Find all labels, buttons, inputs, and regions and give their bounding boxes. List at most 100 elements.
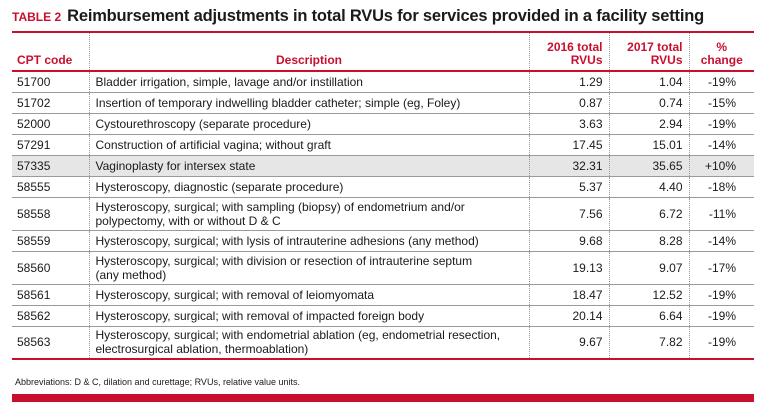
total-2017-cell: 6.64 — [608, 305, 689, 326]
cpt-code-cell: 58559 — [17, 233, 51, 248]
table-row: 58562 Hysteroscopy, surgical; with remova… — [12, 305, 754, 326]
description-line: Insertion of temporary indwelling bladde… — [95, 95, 461, 110]
total-2017-cell: 7.82 — [608, 326, 689, 359]
percent-change-cell: -19% — [688, 284, 754, 305]
table-body: 51700 Bladder irrigation, simple, lavage … — [12, 71, 754, 359]
header-description: Description — [88, 32, 529, 71]
total-2017-cell: 15.01 — [608, 134, 689, 155]
description-cell: Hysteroscopy, surgical; with lysis of in… — [88, 230, 529, 251]
bottom-accent-bar — [12, 394, 754, 402]
cpt-code-cell: 58555 — [17, 179, 51, 194]
total-2016-cell: 17.45 — [528, 134, 609, 155]
cpt-code-cell: 51702 — [17, 95, 51, 110]
percent-change-cell: -19% — [688, 305, 754, 326]
header-pct-line-1: % — [716, 40, 728, 54]
cpt-code-cell: 57335 — [17, 158, 51, 173]
table-title: Reimbursement adjustments in total RVUs … — [67, 7, 704, 25]
rvu-table: CPT code Description 2016 total RVUs 201… — [12, 31, 754, 360]
header-2016-line-2: RVUs — [570, 53, 603, 67]
total-2017-cell: 12.52 — [608, 284, 689, 305]
description-line: Hysteroscopy, surgical; with division or… — [95, 253, 473, 268]
header-2017-line-1: 2017 total — [627, 40, 683, 54]
description-line: Vaginoplasty for intersex state — [95, 158, 256, 173]
total-2016-cell: 9.68 — [528, 230, 609, 251]
table-row: 51700 Bladder irrigation, simple, lavage … — [12, 71, 754, 92]
description-line: Hysteroscopy, surgical; with endometrial… — [95, 328, 501, 343]
table-title-row: TABLE 2 Reimbursement adjustments in tot… — [12, 7, 704, 31]
description-cell: Hysteroscopy, surgical; with removal of … — [88, 284, 529, 305]
percent-change-cell: -11% — [688, 197, 754, 230]
table-row: 51702 Insertion of temporary indwelling b… — [12, 92, 754, 113]
total-2017-cell: 1.04 — [608, 71, 689, 92]
percent-change-cell: -14% — [688, 230, 754, 251]
table-row: 57291 Construction of artificial vagina; … — [12, 134, 754, 155]
table-row: 58560 Hysteroscopy, surgical; with divisi… — [12, 251, 754, 284]
header-2016-line-1: 2016 total — [547, 40, 603, 54]
total-2017-cell: 6.72 — [608, 197, 689, 230]
percent-change-cell: -17% — [688, 251, 754, 284]
header-2017-line-2: RVUs — [650, 53, 683, 67]
cpt-code-cell: 58563 — [17, 335, 51, 350]
cpt-code-cell: 58562 — [17, 308, 51, 323]
header-cpt-code: CPT code — [17, 53, 73, 67]
table-row: 58561 Hysteroscopy, surgical; with remova… — [12, 284, 754, 305]
table-row: 58558 Hysteroscopy, surgical; with sampli… — [12, 197, 754, 230]
description-cell: Hysteroscopy, surgical; with removal of … — [88, 305, 529, 326]
description-line: Hysteroscopy, surgical; with sampling (b… — [95, 199, 465, 214]
total-2016-cell: 9.67 — [528, 326, 609, 359]
table-row: 58555 Hysteroscopy, diagnostic (separate … — [12, 176, 754, 197]
percent-change-cell: -15% — [688, 92, 754, 113]
description-cell: Vaginoplasty for intersex state — [88, 155, 529, 176]
total-2017-cell: 4.40 — [608, 176, 689, 197]
table-label: TABLE 2 — [12, 10, 62, 24]
cpt-code-cell: 58561 — [17, 287, 51, 302]
percent-change-cell: -18% — [688, 176, 754, 197]
table-row: 58563 Hysteroscopy, surgical; with endome… — [12, 326, 754, 359]
percent-change-cell: +10% — [688, 155, 754, 176]
description-cell: Insertion of temporary indwelling bladde… — [88, 92, 529, 113]
description-cell: Hysteroscopy, surgical; with division or… — [88, 251, 529, 284]
total-2016-cell: 0.87 — [528, 92, 609, 113]
table-row: 58559 Hysteroscopy, surgical; with lysis … — [12, 230, 754, 251]
description-line: Hysteroscopy, surgical; with lysis of in… — [95, 233, 479, 248]
total-2016-cell: 7.56 — [528, 197, 609, 230]
percent-change-cell: -19% — [688, 113, 754, 134]
cpt-code-cell: 52000 — [17, 116, 51, 131]
total-2016-cell: 20.14 — [528, 305, 609, 326]
total-2017-cell: 0.74 — [608, 92, 689, 113]
total-2017-cell: 35.65 — [608, 155, 689, 176]
description-line: Construction of artificial vagina; witho… — [95, 137, 331, 152]
description-line: Hysteroscopy, surgical; with removal of … — [95, 308, 425, 323]
description-cell: Cystourethroscopy (separate procedure) — [88, 113, 529, 134]
description-cell: Hysteroscopy, surgical; with sampling (b… — [88, 197, 529, 230]
description-cell: Construction of artificial vagina; witho… — [88, 134, 529, 155]
description-line: Hysteroscopy, surgical; with removal of … — [95, 287, 375, 302]
total-2016-cell: 19.13 — [528, 251, 609, 284]
description-line: polypectomy, with or without D & C — [95, 213, 281, 228]
percent-change-cell: -19% — [688, 326, 754, 359]
header-2016-total: 2016 total RVUs — [528, 32, 609, 71]
total-2017-cell: 2.94 — [608, 113, 689, 134]
total-2016-cell: 5.37 — [528, 176, 609, 197]
description-cell: Bladder irrigation, simple, lavage and/o… — [88, 71, 529, 92]
total-2016-cell: 18.47 — [528, 284, 609, 305]
total-2016-cell: 3.63 — [528, 113, 609, 134]
footnote: Abbreviations: D & C, dilation and curet… — [15, 377, 300, 387]
table-row: 57335 Vaginoplasty for intersex state 32.3… — [12, 155, 754, 176]
percent-change-cell: -14% — [688, 134, 754, 155]
description-cell: Hysteroscopy, diagnostic (separate proce… — [88, 176, 529, 197]
description-line: (any method) — [95, 267, 167, 282]
description-line: Hysteroscopy, diagnostic (separate proce… — [95, 179, 344, 194]
header-2017-total: 2017 total RVUs — [608, 32, 689, 71]
header-percent-change: % change — [688, 32, 754, 71]
percent-change-cell: -19% — [688, 71, 754, 92]
cpt-code-cell: 58558 — [17, 206, 51, 221]
total-2016-cell: 1.29 — [528, 71, 609, 92]
description-cell: Hysteroscopy, surgical; with endometrial… — [88, 326, 529, 359]
header-row: CPT code Description 2016 total RVUs 201… — [12, 32, 754, 71]
total-2017-cell: 8.28 — [608, 230, 689, 251]
cpt-code-cell: 57291 — [17, 137, 51, 152]
header-pct-line-2: change — [700, 53, 743, 67]
cpt-code-cell: 51700 — [17, 74, 51, 89]
